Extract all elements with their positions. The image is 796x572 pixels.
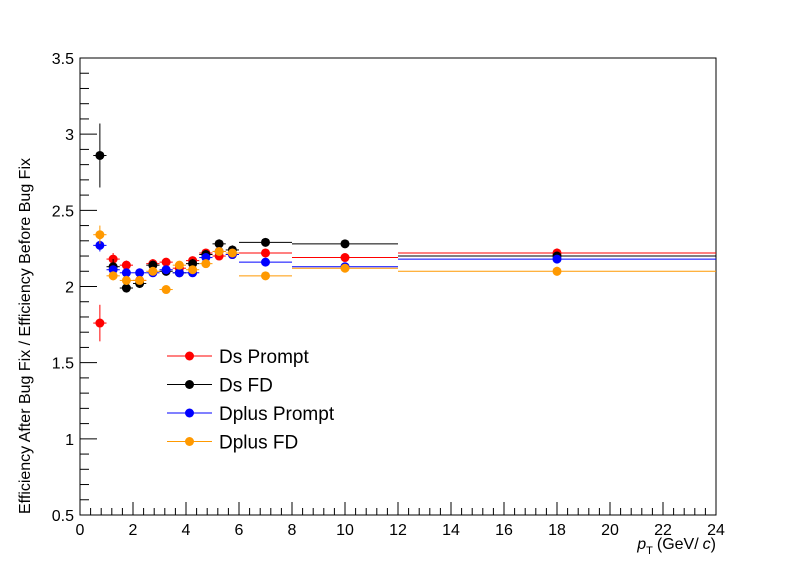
plot-frame — [79, 57, 717, 516]
data-point — [161, 285, 171, 295]
data-point — [95, 240, 105, 250]
data-point — [261, 271, 270, 281]
y-axis-label: Efficiency After Bug Fix / Efficiency Be… — [17, 158, 34, 514]
data-point — [135, 268, 145, 278]
data-point — [552, 266, 562, 276]
data-point — [95, 230, 105, 240]
x-tick-label: 4 — [182, 522, 191, 539]
legend-label: Ds Prompt — [219, 347, 309, 368]
y-axis: 0.5 1 1.5 2 2.5 3 3.5 — [52, 51, 97, 525]
y-tick-label: 1.5 — [52, 356, 74, 373]
y-tick-label: 2.5 — [52, 203, 74, 220]
legend-marker — [185, 408, 194, 418]
data-point — [174, 260, 184, 270]
data-point — [340, 239, 350, 249]
x-tick-label: 6 — [235, 522, 244, 539]
series-ds-fd — [93, 123, 716, 293]
y-tick-label: 0.5 — [52, 508, 74, 525]
legend-marker — [185, 351, 194, 361]
data-point — [261, 248, 270, 258]
y-tick-label: 3 — [65, 127, 74, 144]
data-point — [261, 237, 270, 247]
x-axis: 0 2 4 6 8 10 12 14 16 18 20 22 24 — [76, 502, 725, 539]
data-markers — [93, 123, 716, 342]
data-point — [121, 260, 131, 270]
x-tick-label: 18 — [548, 522, 566, 539]
legend-label: Dplus Prompt — [219, 404, 335, 425]
x-tick-label: 14 — [442, 522, 460, 539]
x-tick-label: 10 — [336, 522, 354, 539]
data-point — [188, 265, 198, 275]
x-tick-label: 22 — [654, 522, 672, 539]
data-point — [95, 150, 105, 160]
x-tick-label: 2 — [129, 522, 138, 539]
legend-label: Ds FD — [219, 376, 273, 397]
legend-label: Dplus FD — [219, 433, 298, 454]
data-point — [135, 275, 145, 285]
x-tick-label: 16 — [495, 522, 513, 539]
data-point — [214, 246, 224, 256]
data-point — [340, 263, 350, 273]
y-tick-label: 2 — [65, 280, 74, 297]
data-point — [340, 253, 350, 263]
data-point — [148, 266, 158, 276]
data-point — [174, 268, 184, 278]
x-label-close: ) — [711, 536, 716, 553]
series-dplus-fd — [93, 225, 716, 295]
x-label-unit: (GeV/ — [657, 536, 699, 553]
x-tick-label: 24 — [707, 522, 725, 539]
data-point — [121, 275, 131, 285]
x-tick-label: 20 — [601, 522, 619, 539]
legend-marker — [185, 437, 194, 446]
legend-marker — [185, 380, 194, 389]
x-label-c: c — [703, 536, 711, 553]
data-point — [121, 283, 131, 293]
series-ds-prompt — [93, 248, 716, 342]
y-tick-label: 1 — [65, 432, 74, 449]
x-label-p: p — [636, 536, 646, 553]
data-point — [227, 248, 237, 258]
legend: Ds Prompt Ds FD Dplus Prompt Dplus FD — [167, 347, 335, 454]
data-point — [201, 259, 211, 269]
x-label-subscript: T — [646, 545, 653, 557]
data-point — [108, 271, 118, 281]
data-point — [121, 268, 131, 278]
data-point — [161, 257, 171, 267]
data-point — [161, 265, 171, 275]
x-axis-label: pT (GeV/c) — [636, 536, 716, 557]
x-tick-label: 8 — [288, 522, 297, 539]
data-point — [552, 254, 562, 264]
y-tick-label: 3.5 — [52, 51, 74, 68]
data-point — [214, 239, 224, 249]
x-tick-label: 12 — [389, 522, 407, 539]
data-point — [95, 318, 105, 328]
data-point — [261, 257, 270, 267]
x-tick-label: 0 — [76, 522, 85, 539]
